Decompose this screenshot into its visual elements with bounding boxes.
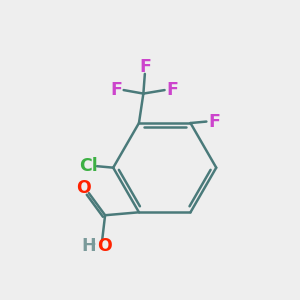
Text: Cl: Cl [79, 157, 98, 175]
Text: ·: · [91, 236, 98, 255]
Text: O: O [97, 237, 112, 255]
Text: F: F [110, 81, 122, 99]
Text: F: F [209, 112, 220, 130]
Text: F: F [139, 58, 151, 76]
Text: F: F [166, 81, 178, 99]
Text: O: O [76, 179, 91, 197]
Text: H: H [82, 237, 96, 255]
